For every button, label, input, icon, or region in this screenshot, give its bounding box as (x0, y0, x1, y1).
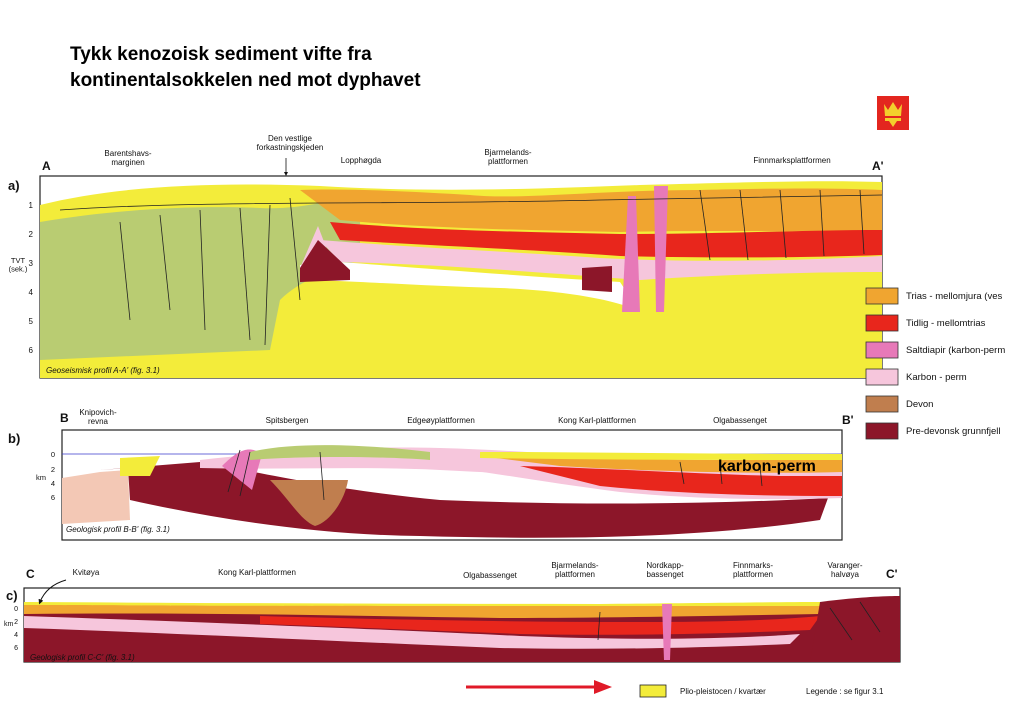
legend-swatch (865, 395, 899, 413)
legend-item: Saltdiapir (karbon-perm (865, 341, 1005, 359)
profile-b-axis-title: km (36, 473, 46, 482)
profile-a-tick-6: 6 (29, 346, 34, 355)
profile-c-place-3: Olgabassenget (463, 571, 518, 580)
profile-a-green (40, 195, 360, 360)
karbon-perm-overlay-label: karbon-perm (718, 458, 816, 475)
legend-item: Pre-devonsk grunnfjell (865, 422, 1001, 440)
profile-c-place-5: Nordkapp-bassenget (646, 561, 684, 579)
profile-c-right-end: C' (886, 567, 898, 581)
profile-c-place-7: Varanger-halvøya (828, 561, 863, 579)
profile-a-place-4: Bjarmelands-plattformen (484, 148, 531, 166)
profile-a-place-1: Barentshavs-marginen (104, 149, 151, 167)
legend-label: Tidlig - mellomtrias (906, 318, 986, 329)
legend-swatch (865, 341, 899, 359)
profile-a-place-2: Den vestlige forkastningskjeden (257, 134, 324, 152)
legend-item: Trias - mellomjura (ves (865, 287, 1002, 305)
profile-c-tick-4: 4 (14, 632, 18, 639)
legend-label: Pre-devonsk grunnfjell (906, 426, 1001, 437)
profile-a-right-end: A' (872, 159, 884, 173)
profile-c-caption: Geologisk profil C-C' (fig. 3.1) (30, 653, 135, 662)
profile-a: 1 2 3 4 5 6 TVT (sek.) a) A A' Barentshav… (8, 134, 884, 379)
profile-b-place-1: Knipovich-revna (79, 408, 117, 426)
plio-label: Plio-pleistocen / kvartær (680, 687, 766, 696)
profile-c-place-2: Kong Karl-plattformen (218, 568, 296, 577)
title-line-1: Tykk kenozoisk sediment vifte fra (70, 44, 372, 65)
legend-label: Trias - mellomjura (ves (906, 291, 1002, 302)
legend-item: Tidlig - mellomtrias (865, 314, 986, 332)
profile-b-tick-2: 2 (51, 465, 55, 474)
profile-c-place-4: Bjarmelands-plattformen (551, 561, 598, 579)
profile-a-caption: Geoseismisk profil A-A' (fig. 3.1) (46, 366, 160, 375)
profile-a-place-3: Lopphøgda (341, 156, 382, 165)
profile-b: 0 2 4 6 km b) B B' Knipovich-revna Spits… (8, 408, 854, 541)
legend-swatch (865, 368, 899, 386)
legend-swatch (865, 287, 899, 305)
profile-b-place-2: Spitsbergen (266, 416, 309, 425)
profile-a-tick-1: 1 (29, 201, 34, 210)
slide-title: Tykk kenozoisk sediment vifte fra kontin… (70, 42, 421, 94)
profile-a-tick-2: 2 (29, 230, 34, 239)
profile-c-label: c) (6, 588, 18, 603)
plio-swatch (639, 684, 667, 698)
profile-b-tick-6: 6 (51, 493, 55, 502)
bottom-legend: Plio-pleistocen / kvartær Legende : se f… (466, 680, 884, 698)
profile-b-place-5: Olgabassenget (713, 416, 768, 425)
legend-label: Devon (906, 399, 933, 410)
profile-c-left-end: C (26, 567, 35, 581)
legend-label: Saltdiapir (karbon-perm (906, 345, 1005, 356)
legend-label: Karbon - perm (906, 372, 967, 383)
profile-c-tick-0: 0 (14, 606, 18, 613)
legend-item: Karbon - perm (865, 368, 967, 386)
profile-a-tick-3: 3 (29, 259, 34, 268)
legend-note: Legende : se figur 3.1 (806, 687, 884, 696)
profile-b-tick-4: 4 (51, 479, 55, 488)
title-line-2: kontinentalsokkelen ned mot dyphavet (70, 70, 421, 91)
red-arrow-head (594, 680, 612, 694)
profile-b-left-end: B (60, 411, 69, 425)
profile-a-y-axis: 1 2 3 4 5 6 TVT (sek.) (9, 201, 34, 355)
profile-b-label: b) (8, 431, 20, 446)
legend-swatch (865, 314, 899, 332)
profile-a-place-5: Finnmarksplattformen (753, 156, 830, 165)
profile-b-tick-0: 0 (51, 450, 55, 459)
legend-item: Devon (865, 395, 933, 413)
profile-b-place-4: Kong Karl-plattformen (558, 416, 636, 425)
profile-c: 0 2 4 6 km c) C C' Kvitøya Kong Karl-pla… (4, 561, 901, 663)
legend: Trias - mellomjura (ves Tidlig - mellomtr… (865, 287, 1005, 440)
profile-c-tick-6: 6 (14, 645, 18, 652)
profile-b-right-end: B' (842, 413, 854, 427)
profile-c-place-6: Finnmarks-plattformen (733, 561, 773, 579)
profile-b-place-3: Edgeøyplattformen (407, 416, 475, 425)
profile-c-tick-2: 2 (14, 619, 18, 626)
profile-a-axis-title: TVT (sek.) (9, 256, 28, 273)
profile-a-label: a) (8, 178, 20, 193)
profile-b-caption: Geologisk profil B-B' (fig. 3.1) (66, 525, 170, 534)
profile-a-left-end: A (42, 159, 51, 173)
profile-c-axis-title: km (4, 621, 14, 628)
legend-swatch (865, 422, 899, 440)
profile-c-place-1: Kvitøya (73, 568, 100, 577)
profile-a-tick-4: 4 (29, 288, 34, 297)
crown-logo (877, 96, 909, 130)
profile-a-tick-5: 5 (29, 317, 34, 326)
